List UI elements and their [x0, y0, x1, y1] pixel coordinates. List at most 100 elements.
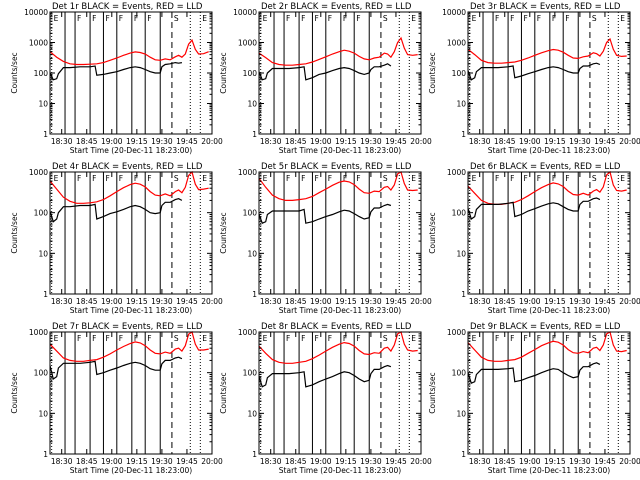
event-marker-label: F	[77, 334, 81, 343]
panel-title: Det 4r BLACK = Events, RED = LLD	[52, 162, 203, 172]
event-marker-label: E	[472, 14, 477, 23]
event-marker-label: F	[92, 174, 96, 183]
event-marker-label: F	[92, 14, 96, 23]
event-marker-label: F	[119, 174, 123, 183]
y-tick-label: 10000	[233, 8, 257, 17]
x-tick-label: 18:45	[494, 457, 516, 466]
event-marker-label: F	[356, 334, 360, 343]
event-marker-label: F	[537, 14, 541, 23]
event-marker-label: F	[147, 334, 151, 343]
y-tick-label: 10	[247, 100, 257, 109]
events-series-line	[49, 356, 183, 380]
lld-series-line	[49, 170, 209, 204]
event-marker-label: E	[472, 334, 477, 343]
y-axis-label: Counts/sec	[219, 372, 228, 413]
plot-frame	[467, 171, 631, 295]
event-marker-label: F	[286, 14, 290, 23]
x-tick-label: 18:30	[469, 457, 491, 466]
x-tick-label: 19:30	[360, 137, 382, 146]
y-tick-label: 1000	[447, 39, 466, 48]
x-tick-label: 18:30	[469, 297, 491, 306]
event-marker-label: F	[286, 174, 290, 183]
event-marker-label: F	[495, 14, 499, 23]
x-axis-label: Start Time (20-Dec-11 18:23:00)	[488, 306, 610, 315]
panel-title: Det 5r BLACK = Events, RED = LLD	[261, 162, 412, 172]
x-tick-label: 19:45	[385, 137, 407, 146]
event-marker-label: F	[343, 174, 347, 183]
event-marker-label: F	[343, 334, 347, 343]
y-axis-label: Counts/sec	[10, 372, 19, 413]
x-tick-label: 18:30	[260, 137, 282, 146]
event-marker-label: F	[523, 14, 527, 23]
x-tick-label: 19:30	[151, 297, 173, 306]
y-tick-label: 1	[252, 130, 257, 139]
event-marker-label: F	[523, 174, 527, 183]
y-tick-label: 10	[38, 100, 48, 109]
x-tick-label: 19:15	[126, 457, 148, 466]
event-marker-label: F	[286, 334, 290, 343]
plot-frame	[49, 331, 213, 455]
x-axis-label: Start Time (20-Dec-11 18:23:00)	[279, 146, 401, 155]
x-tick-label: 19:00	[310, 137, 332, 146]
y-axis-label: Counts/sec	[428, 212, 437, 253]
x-tick-label: 19:30	[569, 457, 591, 466]
event-marker-label: S	[592, 14, 597, 23]
event-marker-label: F	[356, 14, 360, 23]
y-axis-label: Counts/sec	[428, 372, 437, 413]
event-marker-label: F	[147, 14, 151, 23]
panel-title: Det 8r BLACK = Events, RED = LLD	[261, 322, 412, 332]
x-tick-label: 19:45	[385, 297, 407, 306]
event-marker-label: F	[343, 14, 347, 23]
y-tick-label: 1000	[29, 168, 48, 177]
y-tick-label: 10	[456, 409, 466, 418]
x-tick-label: 19:00	[101, 297, 123, 306]
x-tick-label: 19:15	[544, 137, 566, 146]
x-axis-label: Start Time (20-Dec-11 18:23:00)	[70, 146, 192, 155]
event-marker-label: F	[552, 174, 556, 183]
events-series-line	[467, 362, 601, 385]
event-marker-label: E	[472, 174, 477, 183]
event-marker-label: F	[105, 174, 109, 183]
y-tick-label: 10	[456, 249, 466, 258]
y-axis-label: Counts/sec	[10, 52, 19, 93]
y-tick-label: 1	[43, 130, 48, 139]
y-tick-label: 1	[461, 450, 466, 459]
panel-title: Det 3r BLACK = Events, RED = LLD	[470, 2, 621, 12]
y-tick-label: 1	[461, 130, 466, 139]
x-tick-label: 19:15	[544, 297, 566, 306]
x-tick-label: 19:00	[101, 457, 123, 466]
y-tick-label: 100	[34, 369, 49, 378]
event-marker-label: S	[592, 174, 597, 183]
event-marker-label: F	[301, 334, 305, 343]
y-tick-label: 100	[243, 209, 258, 218]
event-marker-label: S	[174, 174, 179, 183]
y-tick-label: 1	[461, 290, 466, 299]
event-marker-label: S	[383, 334, 388, 343]
plot-frame	[258, 171, 422, 295]
y-tick-label: 10000	[24, 8, 48, 17]
x-tick-label: 19:00	[519, 137, 541, 146]
x-tick-label: 19:15	[335, 457, 357, 466]
y-tick-label: 10	[38, 249, 48, 258]
x-tick-label: 18:45	[76, 137, 98, 146]
events-series-line	[258, 63, 392, 81]
lld-series-line	[467, 37, 627, 64]
panel-title: Det 2r BLACK = Events, RED = LLD	[261, 2, 412, 12]
x-axis-label: Start Time (20-Dec-11 18:23:00)	[488, 146, 610, 155]
x-tick-label: 19:15	[126, 297, 148, 306]
plot-frame	[258, 11, 422, 135]
x-tick-label: 18:45	[285, 297, 307, 306]
y-tick-label: 100	[452, 209, 467, 218]
y-tick-label: 1000	[238, 168, 257, 177]
event-marker-label: F	[314, 14, 318, 23]
y-tick-label: 1000	[29, 328, 48, 337]
events-series-line	[49, 198, 183, 223]
event-marker-label: F	[301, 14, 305, 23]
panel-title: Det 1r BLACK = Events, RED = LLD	[52, 2, 203, 12]
event-marker-label: E	[263, 14, 268, 23]
event-marker-label: E	[54, 174, 59, 183]
